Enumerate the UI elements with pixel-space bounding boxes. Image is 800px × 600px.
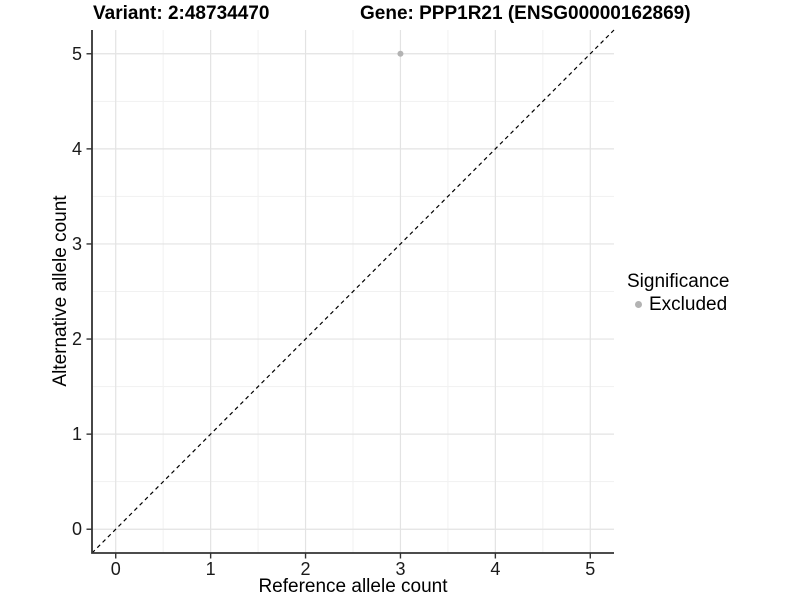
plot-title-variant: Variant: 2:48734470	[93, 3, 270, 24]
legend-entry-excluded: Excluded	[627, 294, 729, 315]
y-axis-title: Alternative allele count	[50, 195, 71, 387]
svg-text:4: 4	[72, 139, 82, 159]
x-axis-title: Reference allele count	[258, 576, 448, 597]
svg-text:4: 4	[490, 559, 500, 579]
excluded-point-icon	[635, 301, 642, 308]
legend-title: Significance	[627, 271, 730, 292]
svg-text:5: 5	[585, 559, 595, 579]
svg-text:3: 3	[395, 559, 405, 579]
svg-text:5: 5	[72, 44, 82, 64]
svg-text:0: 0	[111, 559, 121, 579]
plot-title-gene: Gene: PPP1R21 (ENSG00000162869)	[360, 3, 691, 24]
svg-text:0: 0	[72, 519, 82, 539]
svg-text:2: 2	[301, 559, 311, 579]
legend: Significance Excluded	[627, 271, 729, 315]
svg-text:2: 2	[72, 329, 82, 349]
svg-text:3: 3	[72, 234, 82, 254]
data-point	[397, 50, 404, 57]
svg-text:1: 1	[206, 559, 216, 579]
svg-text:1: 1	[72, 424, 82, 444]
legend-entry-label: Excluded	[649, 294, 728, 315]
